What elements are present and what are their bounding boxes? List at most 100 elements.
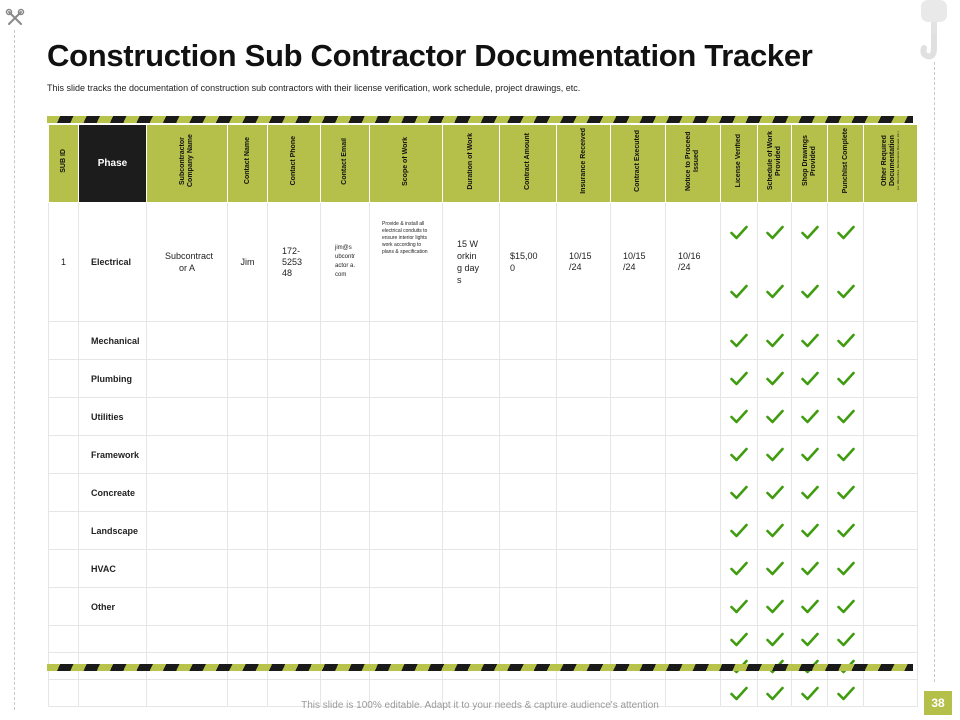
scope-cell — [369, 511, 443, 550]
table-row: Other — [48, 587, 918, 626]
check-icon — [836, 409, 855, 424]
notice-date-cell — [665, 473, 721, 512]
table-row: Concreate — [48, 473, 918, 512]
contact-name-cell — [227, 679, 268, 707]
license-check-cell — [720, 435, 758, 474]
col-header-drawings: Shop Drawings Provided — [791, 124, 828, 203]
header-row: SUB ID Phase Subcontractor Company Name … — [48, 124, 918, 203]
col-header-duration: Duration of Work — [442, 124, 500, 203]
table-row: Utilities — [48, 397, 918, 436]
check-icon — [836, 447, 855, 462]
col-header-punchlist: Punchlist Complete — [827, 124, 864, 203]
check-icon — [730, 284, 748, 299]
contact-name-cell — [227, 511, 268, 550]
drawings-check-cell — [791, 587, 828, 626]
insurance-date-cell — [556, 587, 611, 626]
amount-cell — [499, 473, 557, 512]
executed-date-cell — [610, 549, 666, 588]
contact-name-cell — [227, 587, 268, 626]
check-icon — [800, 333, 819, 348]
contact-phone-cell — [267, 473, 321, 512]
schedule-check-cell — [757, 549, 792, 588]
contact-email-cell — [320, 397, 370, 436]
col-header-insurance: Insurance Received — [556, 124, 611, 203]
contact-phone-cell — [267, 549, 321, 588]
contact-phone-cell — [267, 587, 321, 626]
check-icon — [730, 523, 748, 538]
executed-date-cell — [610, 473, 666, 512]
insurance-date-cell: 10/15 /24 — [556, 202, 611, 322]
col-header-company: Subcontractor Company Name — [146, 124, 228, 203]
sub-id-cell — [48, 397, 79, 436]
schedule-check-cell — [757, 435, 792, 474]
contact-name-cell — [227, 473, 268, 512]
license-check-cell — [720, 359, 758, 398]
check-icon — [765, 632, 784, 646]
sub-id-cell — [48, 679, 79, 707]
phase-cell: Utilities — [78, 397, 147, 436]
col-header-schedule: Schedule of Work Provided — [757, 124, 792, 203]
duration-cell — [442, 587, 500, 626]
license-check-cell — [720, 511, 758, 550]
phase-cell: Landscape — [78, 511, 147, 550]
contact-email-cell — [320, 321, 370, 360]
col-header-contact-phone: Contact Phone — [267, 124, 321, 203]
check-icon — [836, 485, 855, 500]
duration-cell — [442, 397, 500, 436]
check-icon — [800, 409, 819, 424]
check-icon — [800, 561, 819, 576]
other-docs-cell — [863, 321, 918, 360]
check-icon — [765, 225, 784, 240]
contact-phone-cell — [267, 511, 321, 550]
contact-phone-cell — [267, 397, 321, 436]
scope-cell — [369, 587, 443, 626]
notice-date-cell — [665, 435, 721, 474]
check-icon — [730, 561, 748, 576]
notice-date-cell — [665, 587, 721, 626]
company-cell — [146, 511, 228, 550]
sub-id-cell — [48, 549, 79, 588]
executed-date-cell: 10/15 /24 — [610, 202, 666, 322]
duration-cell — [442, 549, 500, 588]
insurance-date-cell — [556, 359, 611, 398]
executed-date-cell — [610, 397, 666, 436]
check-icon — [730, 632, 748, 646]
check-icon — [765, 561, 784, 576]
footer-note: This slide is 100% editable. Adapt it to… — [301, 700, 659, 711]
executed-date-cell — [610, 511, 666, 550]
license-check-cell — [720, 202, 758, 322]
company-cell — [146, 359, 228, 398]
notice-date-cell — [665, 321, 721, 360]
sub-id-cell — [48, 359, 79, 398]
contact-phone-cell — [267, 435, 321, 474]
check-icon — [836, 225, 855, 240]
check-icon — [800, 485, 819, 500]
notice-date-cell — [665, 625, 721, 653]
executed-date-cell — [610, 679, 666, 707]
company-cell — [146, 679, 228, 707]
sub-id-cell — [48, 321, 79, 360]
license-check-cell — [720, 679, 758, 707]
company-cell — [146, 549, 228, 588]
punchlist-check-cell — [827, 321, 864, 360]
check-icon — [765, 333, 784, 348]
amount-cell — [499, 549, 557, 588]
contact-name-cell — [227, 321, 268, 360]
duration-cell — [442, 679, 500, 707]
insurance-date-cell — [556, 549, 611, 588]
contact-phone-cell: 172-5253 48 — [267, 202, 321, 322]
executed-date-cell — [610, 321, 666, 360]
license-check-cell — [720, 473, 758, 512]
table-row — [48, 625, 918, 653]
company-cell — [146, 473, 228, 512]
contact-name-cell — [227, 397, 268, 436]
other-docs-cell — [863, 511, 918, 550]
punchlist-check-cell — [827, 435, 864, 474]
col-header-executed: Contract Executed — [610, 124, 666, 203]
license-check-cell — [720, 587, 758, 626]
sub-id-cell — [48, 587, 79, 626]
check-icon — [765, 447, 784, 462]
notice-date-cell — [665, 511, 721, 550]
duration-cell — [442, 321, 500, 360]
punchlist-check-cell — [827, 549, 864, 588]
